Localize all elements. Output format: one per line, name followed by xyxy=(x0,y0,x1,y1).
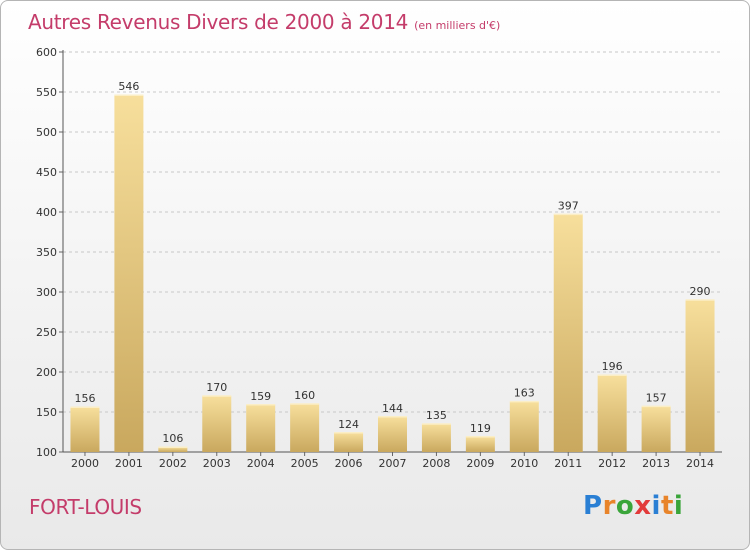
bar-2013 xyxy=(641,406,671,452)
data-label: 135 xyxy=(426,409,447,422)
y-tick-label: 400 xyxy=(36,206,57,219)
chart-subtitle: (en milliers d'€) xyxy=(414,19,501,32)
data-label: 546 xyxy=(118,80,139,93)
bar-2011 xyxy=(553,214,583,452)
y-tick-label: 250 xyxy=(36,326,57,339)
bar-2002 xyxy=(158,447,188,452)
logo-letter: P xyxy=(583,491,603,521)
bar-2006 xyxy=(334,432,364,452)
bar-2000 xyxy=(70,407,100,452)
bar-2010 xyxy=(509,401,539,452)
x-tick-label: 2001 xyxy=(115,457,143,470)
y-tick-label: 500 xyxy=(36,126,57,139)
data-label: 144 xyxy=(382,402,403,415)
x-tick-label: 2010 xyxy=(510,457,538,470)
y-tick-label: 600 xyxy=(36,46,57,59)
y-tick-label: 350 xyxy=(36,246,57,259)
data-label: 124 xyxy=(338,418,359,431)
x-tick-label: 2005 xyxy=(291,457,319,470)
x-tick-label: 2004 xyxy=(247,457,275,470)
y-tick-label: 300 xyxy=(36,286,57,299)
data-label: 119 xyxy=(470,422,491,435)
data-label: 157 xyxy=(646,391,667,404)
x-tick-label: 2014 xyxy=(686,457,714,470)
x-tick-label: 2008 xyxy=(422,457,450,470)
logo-letter: r xyxy=(602,491,616,521)
bar-2012 xyxy=(597,375,627,452)
commune-name: FORT-LOUIS xyxy=(29,495,142,519)
x-tick-label: 2007 xyxy=(379,457,407,470)
x-tick-label: 2013 xyxy=(642,457,670,470)
proxiti-logo: Proxiti xyxy=(583,491,683,521)
x-tick-label: 2011 xyxy=(554,457,582,470)
x-tick-label: 2003 xyxy=(203,457,231,470)
y-tick-label: 100 xyxy=(36,446,57,459)
logo-letter: t xyxy=(660,491,674,521)
data-label: 106 xyxy=(162,432,183,445)
x-tick-label: 2000 xyxy=(71,457,99,470)
data-label: 156 xyxy=(74,392,95,405)
y-tick-label: 550 xyxy=(36,86,57,99)
data-label: 196 xyxy=(602,360,623,373)
logo-letter: o xyxy=(615,491,635,521)
bar-2008 xyxy=(421,424,451,452)
x-tick-label: 2006 xyxy=(335,457,363,470)
x-tick-label: 2002 xyxy=(159,457,187,470)
y-tick-label: 200 xyxy=(36,366,57,379)
bar-2007 xyxy=(378,416,407,452)
x-tick-label: 2009 xyxy=(466,457,494,470)
bar-2009 xyxy=(465,436,495,452)
data-label: 290 xyxy=(690,285,711,298)
chart-title-text: Autres Revenus Divers de 2000 à 2014 xyxy=(28,10,409,34)
data-label: 170 xyxy=(206,381,227,394)
bar-2003 xyxy=(202,396,232,452)
bar-2014 xyxy=(685,300,715,452)
logo-letter: i xyxy=(673,491,684,521)
bar-2004 xyxy=(246,404,276,452)
bar-2005 xyxy=(290,404,320,452)
x-tick-label: 2012 xyxy=(598,457,626,470)
y-tick-label: 450 xyxy=(36,166,57,179)
logo-letter: x xyxy=(634,491,652,521)
chart-title: Autres Revenus Divers de 2000 à 2014 (en … xyxy=(28,10,500,34)
y-tick-label: 150 xyxy=(36,406,57,419)
data-label: 159 xyxy=(250,390,271,403)
data-label: 163 xyxy=(514,387,535,400)
data-label: 160 xyxy=(294,389,315,402)
bar-2001 xyxy=(114,95,144,452)
logo-letter: i xyxy=(651,491,661,521)
data-label: 397 xyxy=(558,199,579,212)
